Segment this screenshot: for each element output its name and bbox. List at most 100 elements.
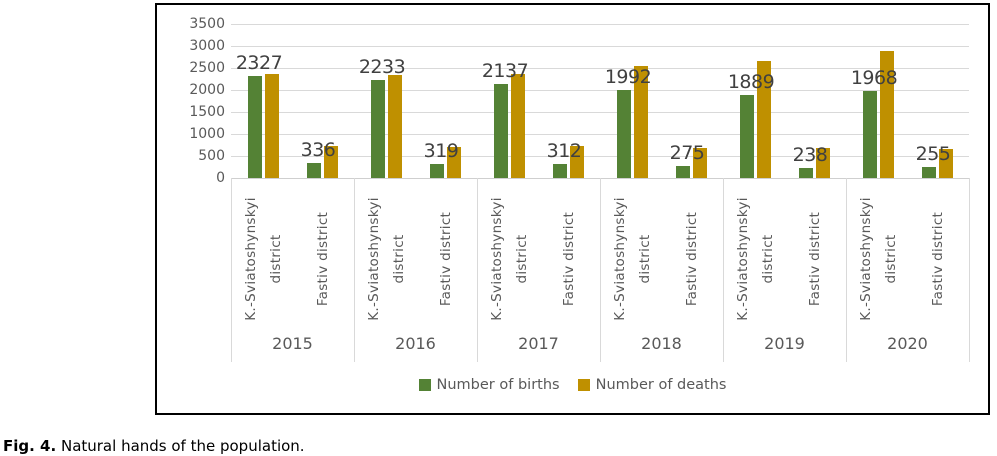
district-label-line: K.-Sviatoshynskyi bbox=[243, 197, 259, 321]
bar-births bbox=[676, 166, 690, 178]
district-label-line: district bbox=[391, 234, 407, 284]
bar-births bbox=[863, 91, 877, 178]
district-label: Fastiv district bbox=[913, 184, 963, 334]
district-label-line: Fastiv district bbox=[929, 211, 946, 307]
bar-deaths bbox=[324, 146, 338, 178]
district-label-line: K.-Sviatoshynskyi bbox=[366, 197, 382, 321]
data-label-births: 2233 bbox=[358, 56, 406, 78]
bar-deaths bbox=[570, 146, 584, 178]
district-label-line: K.-Sviatoshynskyi bbox=[612, 197, 628, 321]
category-separator bbox=[600, 178, 601, 362]
bar-deaths bbox=[634, 66, 648, 178]
y-tick-label: 1500 bbox=[189, 104, 225, 120]
district-label: K.-Sviatoshynskyi district bbox=[362, 184, 412, 334]
district-label-line: Fastiv district bbox=[806, 211, 823, 307]
y-tick-label: 1000 bbox=[189, 126, 225, 142]
data-label-births: 1968 bbox=[850, 67, 898, 89]
year-label: 2017 bbox=[518, 334, 559, 353]
data-label-births: 336 bbox=[300, 139, 336, 161]
district-label-line: district bbox=[760, 234, 776, 284]
gridline bbox=[231, 68, 969, 69]
bar-births bbox=[248, 76, 262, 178]
gridline bbox=[231, 134, 969, 135]
legend-label: Number of deaths bbox=[595, 377, 727, 393]
year-label: 2016 bbox=[395, 334, 436, 353]
year-label: 2020 bbox=[887, 334, 928, 353]
district-label: Fastiv district bbox=[790, 184, 840, 334]
data-label-births: 1992 bbox=[604, 66, 652, 88]
data-label-births: 255 bbox=[915, 143, 951, 165]
district-label: K.-Sviatoshynskyi district bbox=[731, 184, 781, 334]
year-label: 2018 bbox=[641, 334, 682, 353]
data-label-births: 2137 bbox=[481, 60, 529, 82]
bar-deaths bbox=[511, 74, 525, 178]
data-label-births: 1889 bbox=[727, 71, 775, 93]
district-label-line: Fastiv district bbox=[437, 211, 454, 307]
bar-births bbox=[799, 168, 813, 178]
figure-caption: Fig. 4. Natural hands of the population. bbox=[3, 436, 305, 456]
bar-deaths bbox=[816, 148, 830, 178]
district-label: Fastiv district bbox=[667, 184, 717, 334]
data-label-births: 319 bbox=[423, 140, 459, 162]
births-legend-swatch bbox=[418, 379, 431, 391]
district-label-line: Fastiv district bbox=[683, 211, 700, 307]
bar-deaths bbox=[757, 61, 771, 178]
year-label: 2015 bbox=[272, 334, 313, 353]
district-label: K.-Sviatoshynskyi district bbox=[485, 184, 535, 334]
bar-deaths bbox=[693, 148, 707, 178]
district-label-line: Fastiv district bbox=[560, 211, 577, 307]
figure-caption-label: Fig. 4. bbox=[3, 437, 57, 455]
gridline bbox=[231, 112, 969, 113]
bar-births bbox=[922, 167, 936, 178]
bar-births bbox=[740, 95, 754, 178]
category-separator bbox=[846, 178, 847, 362]
deaths-legend-swatch bbox=[577, 379, 590, 391]
bar-births bbox=[371, 80, 385, 178]
district-label: K.-Sviatoshynskyi district bbox=[239, 184, 289, 334]
district-label-line: district bbox=[883, 234, 899, 284]
district-label: K.-Sviatoshynskyi district bbox=[608, 184, 658, 334]
y-tick-label: 2000 bbox=[189, 82, 225, 98]
legend-item: Number of births bbox=[418, 377, 560, 393]
district-label-line: district bbox=[637, 234, 653, 284]
y-tick-label: 0 bbox=[216, 170, 225, 186]
bar-deaths bbox=[388, 75, 402, 178]
y-tick-label: 3500 bbox=[189, 16, 225, 32]
year-label: 2019 bbox=[764, 334, 805, 353]
gridline bbox=[231, 156, 969, 157]
bar-deaths bbox=[265, 74, 279, 178]
bar-births bbox=[307, 163, 321, 178]
figure-caption-text: Natural hands of the population. bbox=[60, 437, 305, 455]
district-label-line: district bbox=[514, 234, 530, 284]
chart-figure: 0 500 1000 1500 2000 2500 3000 3500 K.-Sviatoshy… bbox=[155, 3, 990, 415]
bar-births bbox=[617, 90, 631, 178]
category-separator bbox=[477, 178, 478, 362]
legend-label: Number of births bbox=[436, 377, 560, 393]
gridline bbox=[231, 90, 969, 91]
category-separator bbox=[231, 178, 232, 362]
category-separator bbox=[969, 178, 970, 362]
bar-deaths bbox=[880, 51, 894, 178]
district-label-line: K.-Sviatoshynskyi bbox=[489, 197, 505, 321]
district-label: Fastiv district bbox=[298, 184, 348, 334]
category-separator bbox=[723, 178, 724, 362]
data-label-births: 312 bbox=[546, 140, 582, 162]
bar-births bbox=[553, 164, 567, 178]
district-label-line: K.-Sviatoshynskyi bbox=[858, 197, 874, 321]
y-tick-label: 500 bbox=[198, 148, 225, 164]
district-label-line: K.-Sviatoshynskyi bbox=[735, 197, 751, 321]
plot-area: 0 500 1000 1500 2000 2500 3000 3500 K.-Sviatoshy… bbox=[157, 5, 988, 413]
y-tick-label: 2500 bbox=[189, 60, 225, 76]
bar-deaths bbox=[939, 149, 953, 178]
gridline bbox=[231, 24, 969, 25]
district-label-line: Fastiv district bbox=[314, 211, 331, 307]
bar-births bbox=[430, 164, 444, 178]
data-label-births: 2327 bbox=[235, 52, 283, 74]
legend-item: Number of deaths bbox=[577, 377, 727, 393]
district-label: Fastiv district bbox=[421, 184, 471, 334]
data-label-births: 275 bbox=[669, 142, 705, 164]
category-separator bbox=[354, 178, 355, 362]
district-label: K.-Sviatoshynskyi district bbox=[854, 184, 904, 334]
bar-deaths bbox=[447, 147, 461, 178]
